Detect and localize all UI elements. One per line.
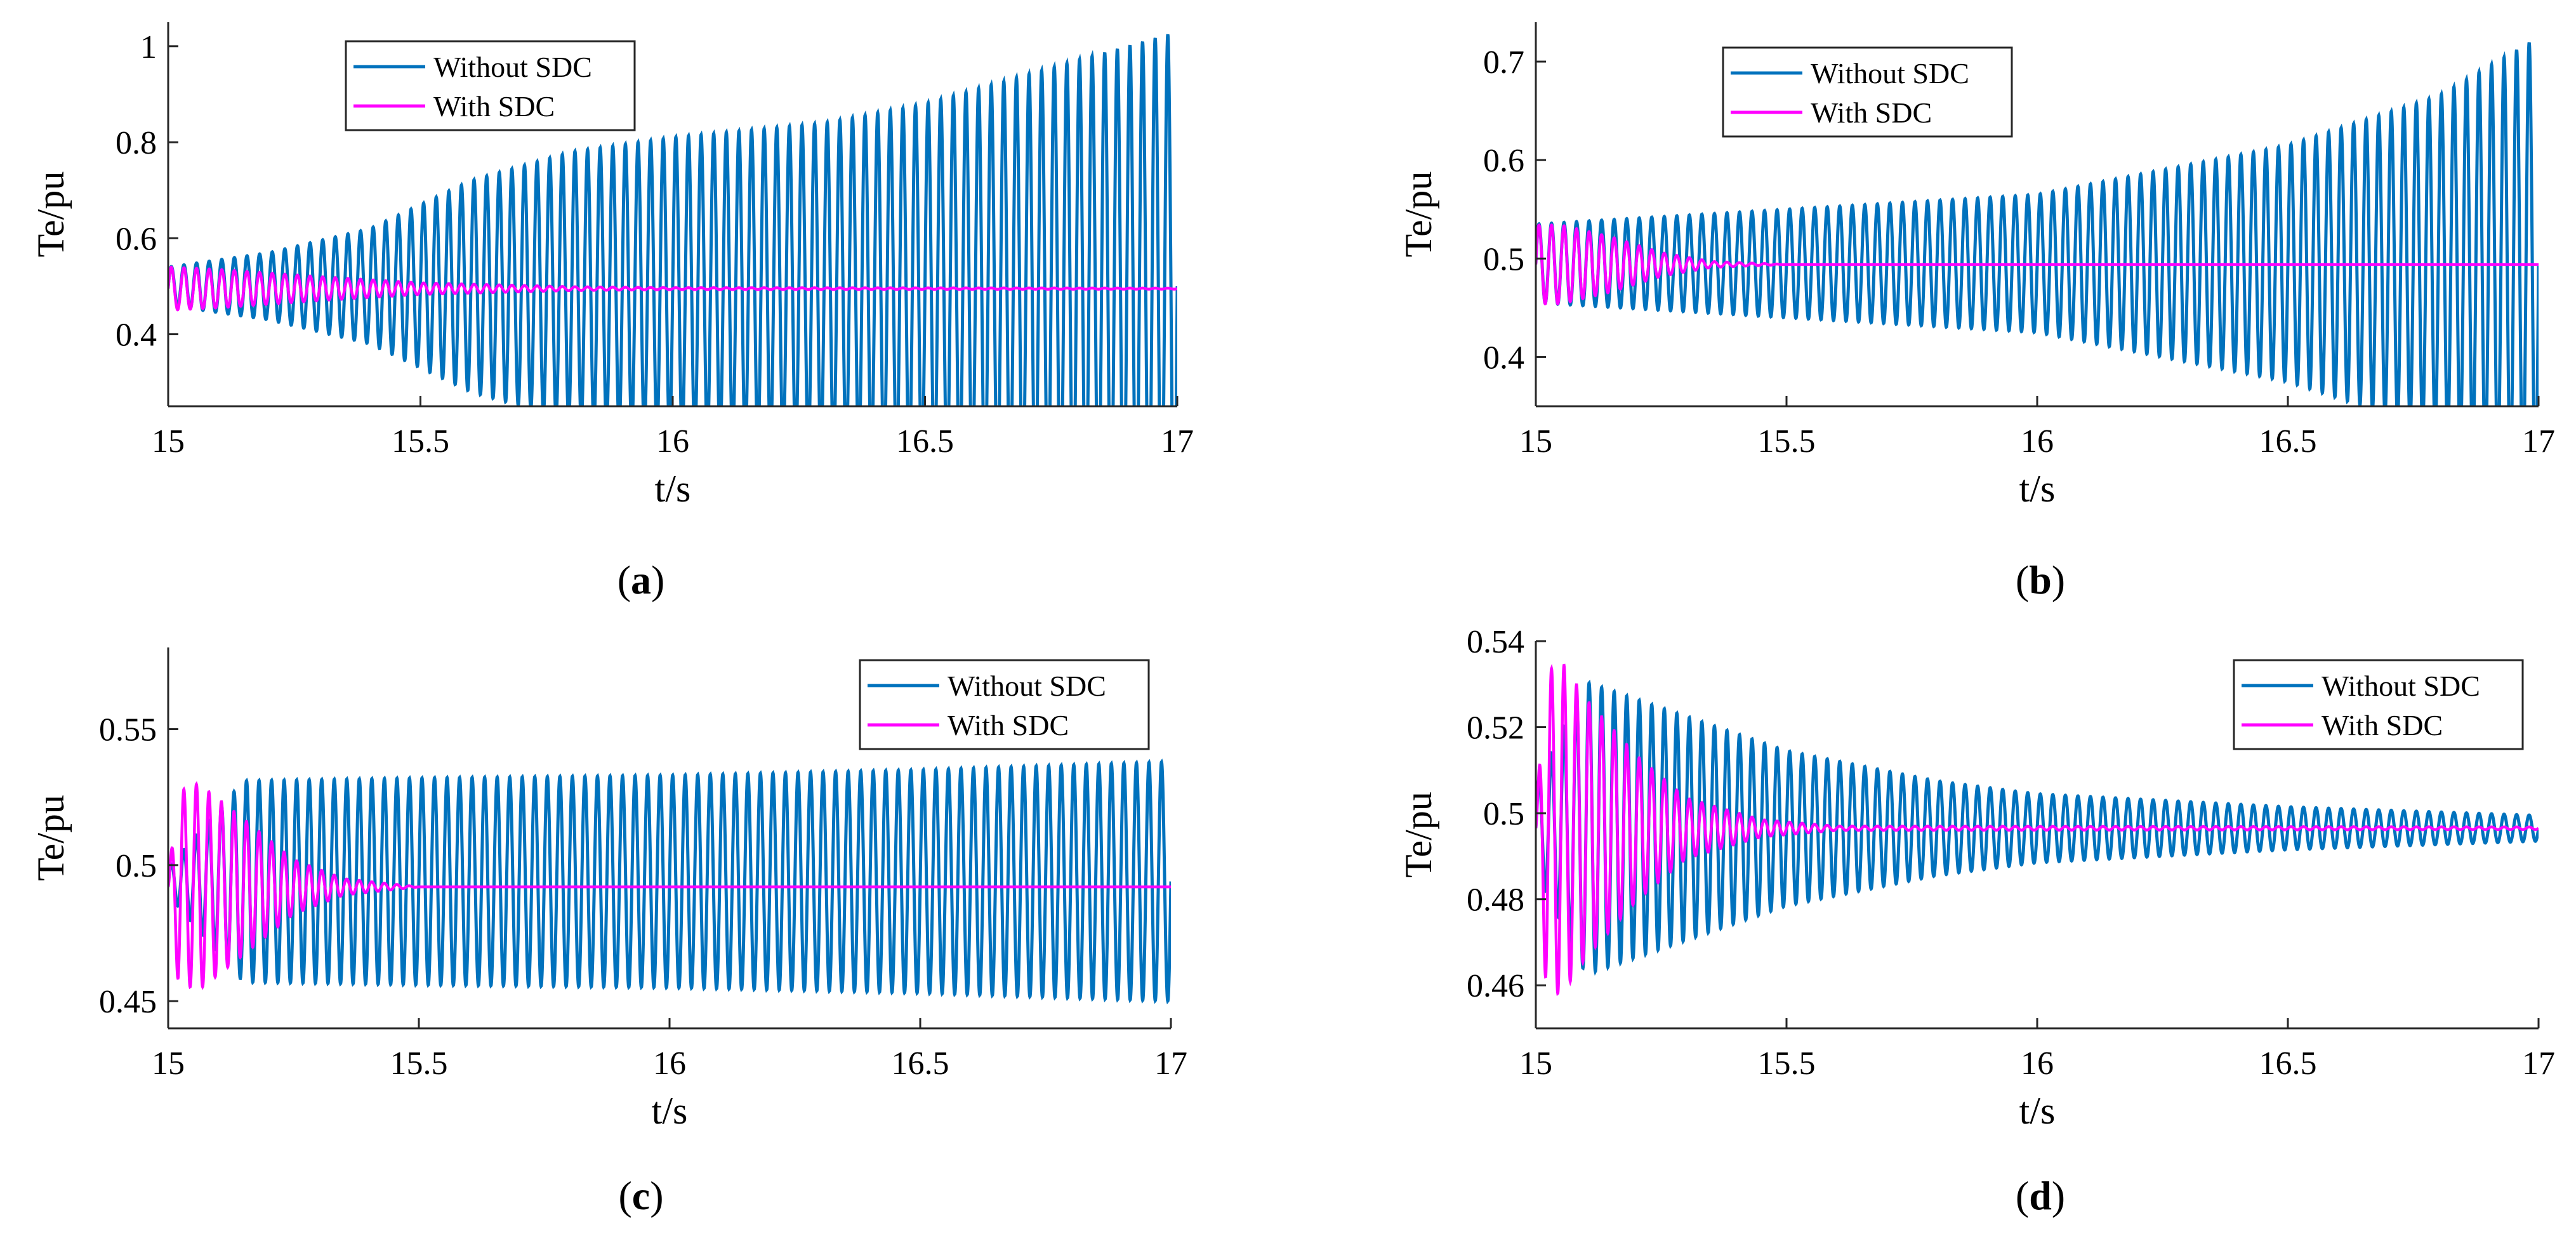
y-axis-label: Te/pu xyxy=(1397,171,1439,258)
legend-d: Without SDC With SDC xyxy=(2233,659,2524,750)
y-tick-label: 0.54 xyxy=(1467,624,1524,660)
series-line-without-sdc-a xyxy=(168,34,1177,406)
y-tick-label: 0.46 xyxy=(1467,968,1524,1004)
y-tick-label: 0.4 xyxy=(1483,340,1524,376)
series-line-with-sdc-b xyxy=(1536,223,2539,306)
legend-label-without-sdc: Without SDC xyxy=(948,670,1106,702)
legend-label-without-sdc: Without SDC xyxy=(433,51,592,83)
y-tick-label: 0.8 xyxy=(116,125,157,161)
x-tick-label: 15 xyxy=(1519,423,1552,460)
y-tick-label: 0.6 xyxy=(116,221,157,257)
panel-caption-a: (a) xyxy=(618,557,665,602)
x-tick-label: 16 xyxy=(653,1045,686,1082)
legend-box xyxy=(859,659,1150,750)
x-tick-label: 16.5 xyxy=(2259,423,2317,460)
panel-caption-d: (d) xyxy=(2016,1173,2065,1218)
plot-area-d xyxy=(1536,663,2539,997)
legend-label-without-sdc: Without SDC xyxy=(2322,670,2480,702)
x-tick-label: 15.5 xyxy=(390,1045,448,1082)
y-tick-label: 1 xyxy=(140,29,157,65)
x-tick-label: 15 xyxy=(152,1045,185,1082)
chart-panel-d: 15 15.5 16 16.5 17 0.46 0.48 0.5 0.52 0.54 t/s Te/p… xyxy=(1397,624,2555,1218)
x-axis-label: t/s xyxy=(655,468,691,510)
x-tick-label: 17 xyxy=(2522,423,2555,460)
y-tick-label: 0.6 xyxy=(1483,143,1524,179)
y-tick-label: 0.5 xyxy=(1483,796,1524,832)
y-tick-label: 0.52 xyxy=(1467,710,1524,746)
x-tick-label: 17 xyxy=(1154,1045,1187,1082)
x-tick-label: 16 xyxy=(2021,423,2054,460)
y-tick-label: 0.5 xyxy=(116,848,157,884)
series-line-with-sdc-a xyxy=(168,265,1177,312)
y-tick-label: 0.48 xyxy=(1467,882,1524,919)
x-tick-label: 17 xyxy=(2522,1045,2555,1082)
legend-box xyxy=(1722,46,2013,138)
x-tick-label: 15.5 xyxy=(392,423,449,460)
series-line-with-sdc-d xyxy=(1536,663,2539,997)
legend-c: Without SDC With SDC xyxy=(859,659,1150,750)
plot-area-b xyxy=(1536,42,2539,406)
legend-label-with-sdc: With SDC xyxy=(948,709,1069,741)
x-tick-label: 16 xyxy=(656,423,689,460)
legend-label-with-sdc: With SDC xyxy=(2322,709,2443,741)
chart-panel-b: 15 15.5 16 16.5 17 0.4 0.5 0.6 0.7 t/s Te/pu Withou… xyxy=(1397,22,2555,602)
x-tick-label: 15.5 xyxy=(1758,423,1816,460)
legend-box xyxy=(2233,659,2524,750)
x-tick-label: 15.5 xyxy=(1758,1045,1816,1082)
plot-area-a xyxy=(168,34,1177,406)
y-axis-label: Te/pu xyxy=(30,795,72,881)
series-line-with-sdc-c xyxy=(168,781,1171,990)
y-tick-label: 0.55 xyxy=(99,712,157,748)
y-tick-label: 0.5 xyxy=(1483,241,1524,277)
x-axis-label: t/s xyxy=(652,1090,688,1132)
x-tick-label: 17 xyxy=(1161,423,1194,460)
y-axis-label: Te/pu xyxy=(30,171,72,258)
x-axis-label: t/s xyxy=(2019,1090,2056,1132)
x-tick-label: 16.5 xyxy=(2259,1045,2317,1082)
legend-b: Without SDC With SDC xyxy=(1722,46,2013,138)
y-axis-label: Te/pu xyxy=(1397,792,1439,878)
x-tick-label: 16.5 xyxy=(892,1045,949,1082)
legend-label-without-sdc: Without SDC xyxy=(1811,57,1969,90)
x-tick-label: 15 xyxy=(1519,1045,1552,1082)
x-axis-label: t/s xyxy=(2019,468,2056,510)
x-tick-label: 16 xyxy=(2021,1045,2054,1082)
legend-label-with-sdc: With SDC xyxy=(433,90,555,123)
y-tick-label: 0.45 xyxy=(99,984,157,1020)
x-tick-label: 15 xyxy=(152,423,185,460)
y-tick-label: 0.4 xyxy=(116,317,157,354)
legend-a: Without SDC With SDC xyxy=(345,40,636,131)
chart-panel-a: 15 15.5 16 16.5 17 0.4 0.6 0.8 1 t/s Te/pu Without … xyxy=(30,22,1194,602)
legend-label-with-sdc: With SDC xyxy=(1811,96,1932,129)
y-tick-label: 0.7 xyxy=(1483,44,1524,81)
panel-caption-b: (b) xyxy=(2016,557,2065,602)
chart-panel-c: 15 15.5 16 16.5 17 0.45 0.5 0.55 t/s Te/pu Without… xyxy=(30,647,1187,1218)
legend-box xyxy=(345,40,636,131)
panel-caption-c: (c) xyxy=(618,1173,663,1218)
x-tick-label: 16.5 xyxy=(896,423,954,460)
plot-area-c xyxy=(168,759,1171,1005)
series-line-without-sdc-c xyxy=(168,759,1171,1005)
